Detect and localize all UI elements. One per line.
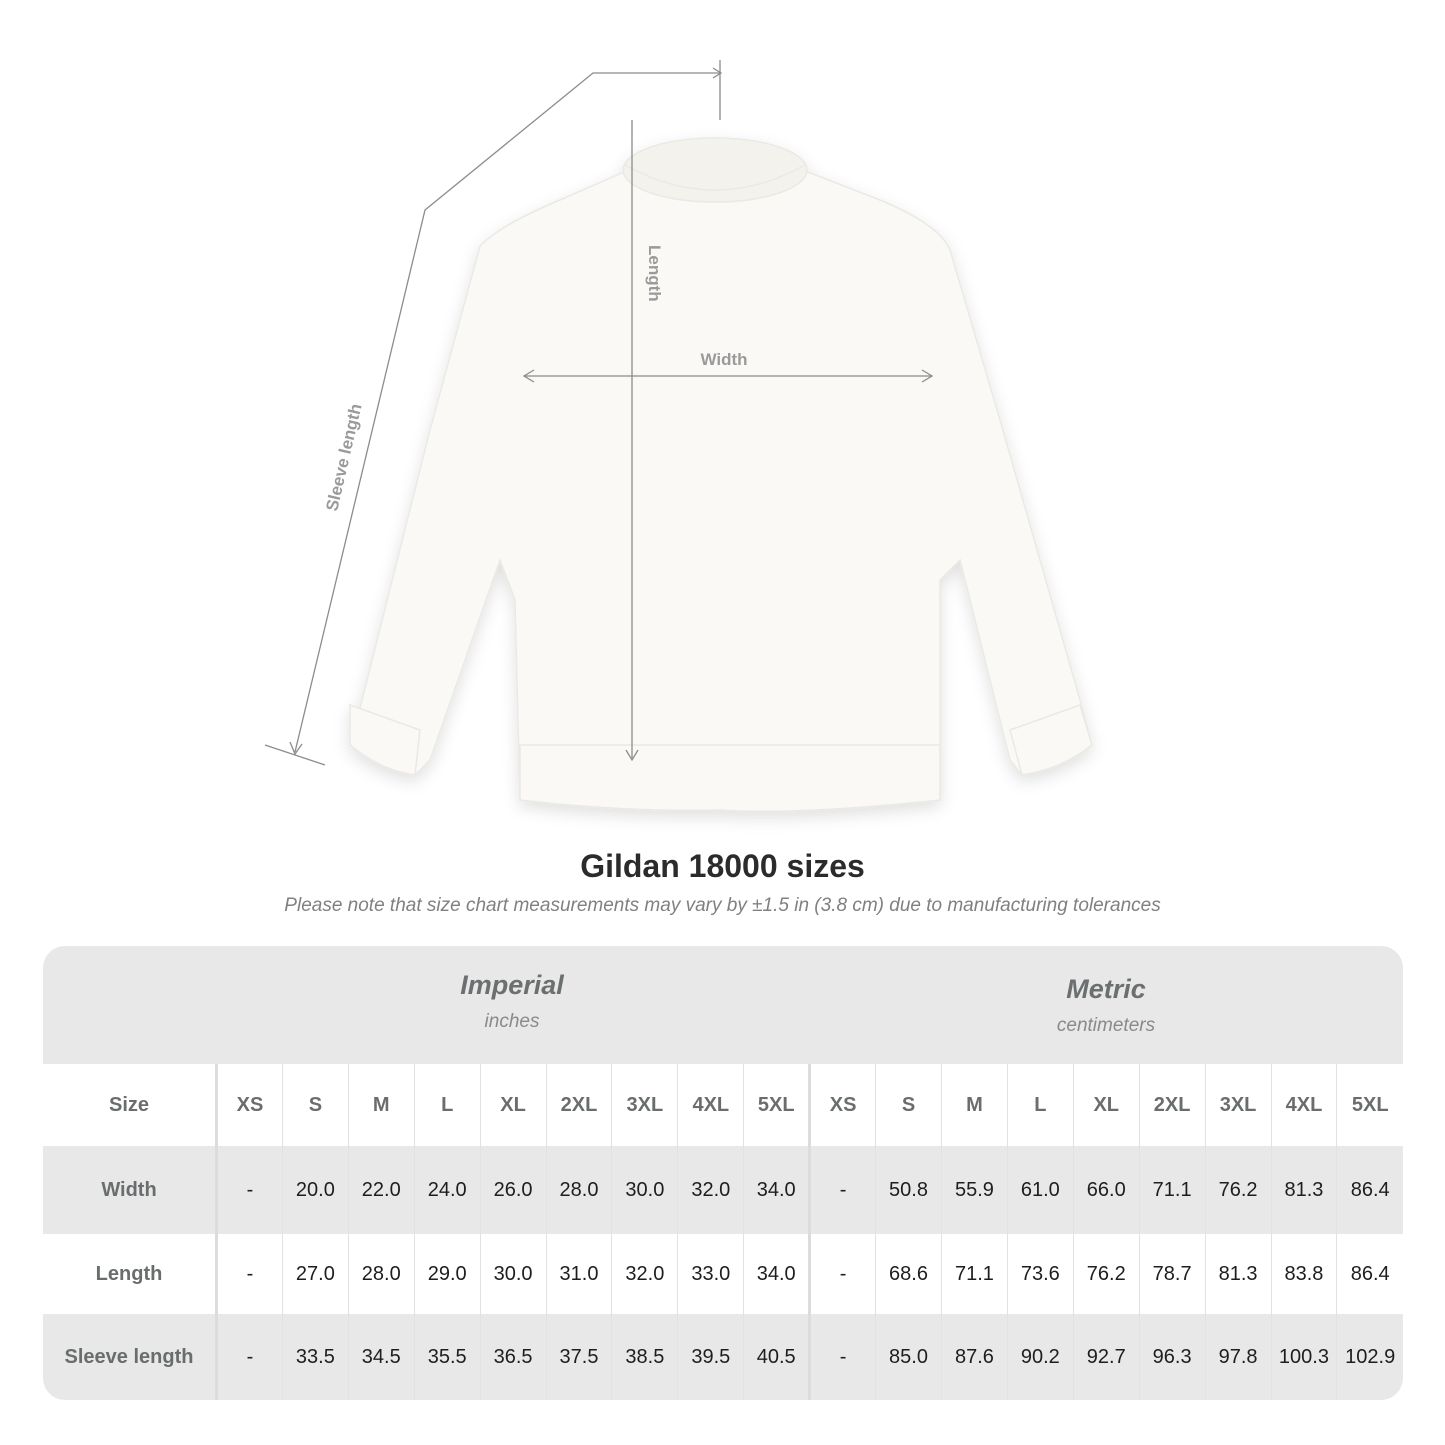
metric-size-xl: XL — [1072, 1064, 1140, 1146]
metric-cell: 87.6 — [940, 1314, 1008, 1400]
imperial-cell: - — [216, 1234, 283, 1314]
metric-size-m: M — [940, 1064, 1008, 1146]
imperial-cell: 32.0 — [611, 1234, 678, 1314]
metric-cell: 86.4 — [1336, 1234, 1403, 1314]
sweatshirt-image: Length Width Sleeve length — [264, 60, 1093, 812]
imperial-cell: 36.5 — [479, 1314, 547, 1400]
imperial-cell: 32.0 — [677, 1146, 744, 1234]
imperial-size-l: L — [413, 1064, 481, 1146]
imperial-cell: 20.0 — [281, 1146, 349, 1234]
imperial-cell: 28.0 — [347, 1234, 415, 1314]
imperial-cell: 26.0 — [479, 1146, 547, 1234]
metric-cell: 61.0 — [1006, 1146, 1074, 1234]
imperial-size-s: S — [281, 1064, 349, 1146]
imperial-cell: 22.0 — [347, 1146, 415, 1234]
width-label: Width — [700, 350, 747, 369]
metric-cell: 76.2 — [1204, 1146, 1271, 1234]
metric-unit: centimeters — [1056, 1015, 1156, 1036]
imperial-cell: 28.0 — [545, 1146, 612, 1234]
imperial-cell: - — [216, 1146, 283, 1234]
imperial-cell: 37.5 — [545, 1314, 612, 1400]
imperial-size-2xl: 2XL — [545, 1064, 612, 1146]
table-row: Width -20.0 22.0 24.0 26.0 28.0 30.0 32.0 34.0-5… — [43, 1146, 1403, 1234]
metric-cell: 96.3 — [1138, 1314, 1206, 1400]
imperial-size-xl: XL — [479, 1064, 547, 1146]
metric-cell: 85.0 — [875, 1314, 942, 1400]
metric-cell: 81.3 — [1204, 1234, 1271, 1314]
metric-cell: 86.4 — [1336, 1146, 1403, 1234]
metric-cell: 97.8 — [1204, 1314, 1271, 1400]
size-table: Size XS S M L XL 2XL 3XL 4XL 5XL XS S M L XL 2XL 3XL 4XL 5… — [43, 1064, 1403, 1400]
metric-size-xs: XS — [808, 1064, 876, 1146]
metric-cell: 50.8 — [875, 1146, 942, 1234]
imperial-header: Imperial inches — [215, 970, 809, 1033]
tolerance-note: Please note that size chart measurements… — [284, 895, 1161, 916]
metric-size-5xl: 5XL — [1336, 1064, 1403, 1146]
metric-size-l: L — [1006, 1064, 1074, 1146]
chart-title: Gildan 18000 sizes — [580, 848, 865, 884]
row-label: Length — [43, 1234, 218, 1314]
row-label: Sleeve length — [43, 1314, 218, 1400]
imperial-cell: 40.5 — [743, 1314, 810, 1400]
metric-size-s: S — [875, 1064, 942, 1146]
imperial-cell: 39.5 — [677, 1314, 744, 1400]
imperial-cell: 34.0 — [743, 1234, 810, 1314]
imperial-size-4xl: 4XL — [677, 1064, 744, 1146]
metric-cell: - — [808, 1146, 876, 1234]
imperial-cell: - — [216, 1314, 283, 1400]
length-label: Length — [645, 245, 664, 302]
metric-cell: 68.6 — [875, 1234, 942, 1314]
imperial-cell: 34.5 — [347, 1314, 415, 1400]
imperial-cell: 30.0 — [479, 1234, 547, 1314]
metric-cell: 92.7 — [1072, 1314, 1140, 1400]
metric-size-3xl: 3XL — [1204, 1064, 1271, 1146]
measurement-lines — [264, 60, 934, 766]
imperial-cell: 24.0 — [413, 1146, 481, 1234]
imperial-cell: 29.0 — [413, 1234, 481, 1314]
metric-cell: 55.9 — [940, 1146, 1008, 1234]
imperial-size-5xl: 5XL — [743, 1064, 810, 1146]
metric-cell: 71.1 — [1138, 1146, 1206, 1234]
imperial-size-3xl: 3XL — [611, 1064, 678, 1146]
metric-title: Metric — [1066, 974, 1146, 1004]
imperial-cell: 35.5 — [413, 1314, 481, 1400]
imperial-cell: 27.0 — [281, 1234, 349, 1314]
metric-header: Metric centimeters — [809, 974, 1403, 1037]
row-label: Width — [43, 1146, 218, 1234]
metric-cell: 66.0 — [1072, 1146, 1140, 1234]
sleeve-length-label: Sleeve length — [322, 402, 365, 513]
units-header — [43, 946, 1403, 1064]
imperial-size-m: M — [347, 1064, 415, 1146]
table-row: Length -27.0 28.0 29.0 30.0 31.0 32.0 33.0 34.0-… — [43, 1234, 1403, 1314]
table-row: Sleeve length -33.5 34.5 35.5 36.5 37.5 38.5 39… — [43, 1314, 1403, 1400]
size-chart: Imperial inches Metric centimeters Size X… — [43, 946, 1403, 1400]
imperial-unit: inches — [484, 1011, 540, 1032]
metric-size-2xl: 2XL — [1138, 1064, 1206, 1146]
metric-cell: 78.7 — [1138, 1234, 1206, 1314]
sweatshirt — [349, 137, 1093, 812]
metric-cell: 76.2 — [1072, 1234, 1140, 1314]
metric-cell: 73.6 — [1006, 1234, 1074, 1314]
imperial-cell: 30.0 — [611, 1146, 678, 1234]
imperial-cell: 31.0 — [545, 1234, 612, 1314]
imperial-title: Imperial — [460, 970, 564, 1000]
imperial-cell: 33.0 — [677, 1234, 744, 1314]
metric-cell: - — [808, 1234, 876, 1314]
metric-cell: 83.8 — [1270, 1234, 1337, 1314]
metric-cell: 71.1 — [940, 1234, 1008, 1314]
size-header-row: Size XS S M L XL 2XL 3XL 4XL 5XL XS S M L XL 2XL 3XL 4XL 5… — [43, 1064, 1403, 1146]
metric-cell: - — [808, 1314, 876, 1400]
imperial-size-xs: XS — [216, 1064, 283, 1146]
imperial-cell: 34.0 — [743, 1146, 810, 1234]
metric-cell: 100.3 — [1270, 1314, 1337, 1400]
size-header-label: Size — [43, 1064, 218, 1146]
metric-cell: 90.2 — [1006, 1314, 1074, 1400]
metric-cell: 81.3 — [1270, 1146, 1337, 1234]
imperial-cell: 38.5 — [611, 1314, 678, 1400]
metric-cell: 102.9 — [1336, 1314, 1403, 1400]
imperial-cell: 33.5 — [281, 1314, 349, 1400]
metric-size-4xl: 4XL — [1270, 1064, 1337, 1146]
